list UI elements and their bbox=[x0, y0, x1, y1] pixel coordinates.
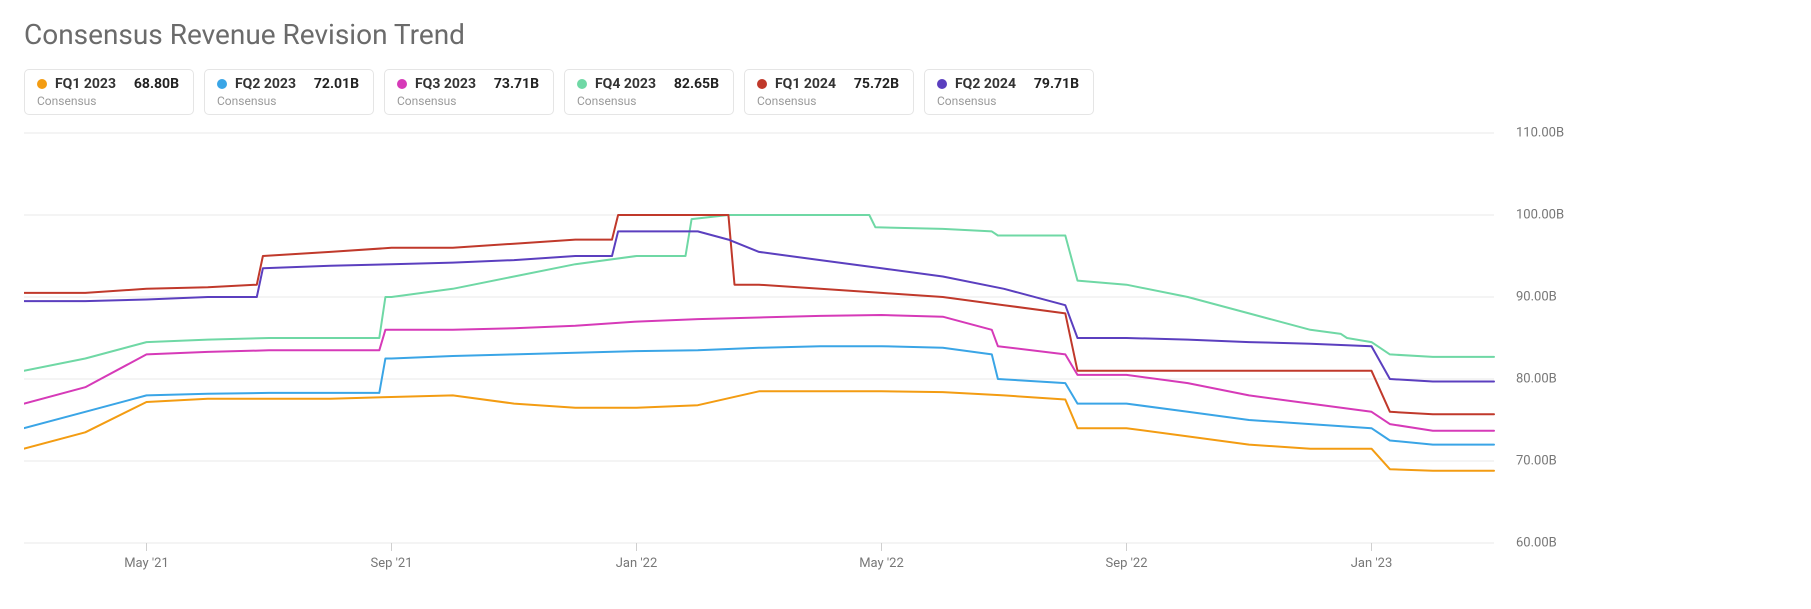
legend-row: FQ1 2023 68.80B Consensus FQ2 2023 72.01B Con… bbox=[24, 69, 1787, 115]
legend-dot-icon bbox=[937, 79, 947, 89]
series-line-fq3_2023[interactable] bbox=[24, 315, 1494, 431]
legend-card-fq2_2023[interactable]: FQ2 2023 72.01B Consensus bbox=[204, 69, 374, 115]
legend-series-sublabel: Consensus bbox=[397, 94, 539, 108]
legend-series-value: 79.71B bbox=[1034, 76, 1079, 92]
x-axis-tick-label: May '22 bbox=[859, 556, 904, 571]
legend-card-fq1_2024[interactable]: FQ1 2024 75.72B Consensus bbox=[744, 69, 914, 115]
legend-dot-icon bbox=[37, 79, 47, 89]
legend-dot-icon bbox=[577, 79, 587, 89]
legend-card-fq3_2023[interactable]: FQ3 2023 73.71B Consensus bbox=[384, 69, 554, 115]
legend-series-sublabel: Consensus bbox=[37, 94, 179, 108]
x-axis-tick-label: Sep '22 bbox=[1105, 556, 1147, 571]
legend-dot-icon bbox=[757, 79, 767, 89]
legend-card-fq1_2023[interactable]: FQ1 2023 68.80B Consensus bbox=[24, 69, 194, 115]
y-axis-tick-label: 70.00B bbox=[1516, 453, 1557, 468]
legend-series-label: FQ3 2023 bbox=[415, 76, 476, 92]
legend-card-fq4_2023[interactable]: FQ4 2023 82.65B Consensus bbox=[564, 69, 734, 115]
legend-series-sublabel: Consensus bbox=[757, 94, 899, 108]
legend-series-label: FQ1 2024 bbox=[775, 76, 836, 92]
legend-dot-icon bbox=[397, 79, 407, 89]
legend-card-fq2_2024[interactable]: FQ2 2024 79.71B Consensus bbox=[924, 69, 1094, 115]
series-line-fq1_2023[interactable] bbox=[24, 391, 1494, 471]
series-line-fq1_2024[interactable] bbox=[24, 215, 1494, 414]
legend-series-label: FQ1 2023 bbox=[55, 76, 116, 92]
chart-title: Consensus Revenue Revision Trend bbox=[24, 18, 1787, 51]
series-line-fq2_2023[interactable] bbox=[24, 346, 1494, 444]
y-axis-tick-label: 100.00B bbox=[1516, 207, 1564, 222]
legend-series-value: 82.65B bbox=[674, 76, 719, 92]
legend-series-label: FQ4 2023 bbox=[595, 76, 656, 92]
x-axis-tick-label: Sep '21 bbox=[370, 556, 412, 571]
y-axis-tick-label: 90.00B bbox=[1516, 289, 1557, 304]
legend-series-sublabel: Consensus bbox=[937, 94, 1079, 108]
legend-dot-icon bbox=[217, 79, 227, 89]
legend-series-value: 72.01B bbox=[314, 76, 359, 92]
x-axis-tick-label: May '21 bbox=[124, 556, 169, 571]
y-axis-tick-label: 110.00B bbox=[1516, 125, 1564, 140]
legend-series-sublabel: Consensus bbox=[577, 94, 719, 108]
legend-series-label: FQ2 2023 bbox=[235, 76, 296, 92]
y-axis-tick-label: 60.00B bbox=[1516, 535, 1557, 550]
y-axis-tick-label: 80.00B bbox=[1516, 371, 1557, 386]
legend-series-sublabel: Consensus bbox=[217, 94, 359, 108]
legend-series-value: 68.80B bbox=[134, 76, 179, 92]
revenue-trend-chart: 60.00B 70.00B 80.00B 90.00B 100.00B 110.00B Ma… bbox=[24, 123, 1787, 583]
series-line-fq2_2024[interactable] bbox=[24, 231, 1494, 381]
x-axis-tick-label: Jan '22 bbox=[616, 556, 658, 571]
legend-series-value: 75.72B bbox=[854, 76, 899, 92]
legend-series-value: 73.71B bbox=[494, 76, 539, 92]
legend-series-label: FQ2 2024 bbox=[955, 76, 1016, 92]
x-axis-tick-label: Jan '23 bbox=[1351, 556, 1393, 571]
